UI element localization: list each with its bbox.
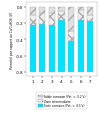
Bar bbox=[30, 25, 36, 72]
Bar bbox=[58, 12, 65, 21]
Bar bbox=[39, 25, 45, 72]
Bar bbox=[49, 26, 55, 72]
Bar bbox=[68, 8, 74, 32]
Bar bbox=[49, 14, 55, 26]
Y-axis label: Potentiel par rapport au Cu/CuSO4 (V): Potentiel par rapport au Cu/CuSO4 (V) bbox=[10, 12, 14, 68]
Bar bbox=[68, 32, 74, 41]
Bar bbox=[30, 8, 36, 16]
Bar bbox=[87, 8, 93, 16]
Bar bbox=[78, 8, 84, 11]
Bar bbox=[58, 8, 65, 12]
Bar bbox=[87, 16, 93, 22]
Bar bbox=[49, 8, 55, 14]
Bar bbox=[30, 16, 36, 25]
Bar bbox=[87, 22, 93, 72]
Bar bbox=[78, 11, 84, 20]
Bar bbox=[78, 20, 84, 72]
Legend: Faible corrosion (Pot. > -0.2 V), Zone intermediaire, Forte corrosion (Pot. < -0: Faible corrosion (Pot. > -0.2 V), Zone i… bbox=[36, 92, 87, 109]
Bar bbox=[68, 41, 74, 72]
Bar bbox=[39, 8, 45, 14]
Bar bbox=[39, 14, 45, 25]
Bar bbox=[58, 21, 65, 72]
